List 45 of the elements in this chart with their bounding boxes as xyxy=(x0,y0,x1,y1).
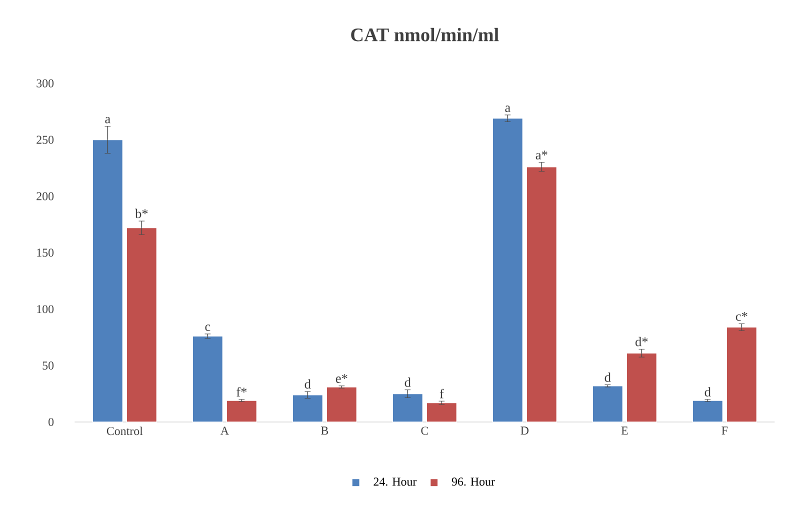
x-tick-label: Control xyxy=(106,426,143,436)
bar xyxy=(626,352,658,422)
legend-label: 24. Hour xyxy=(374,478,417,486)
annotation: a xyxy=(105,116,110,124)
y-tick-label: 0 xyxy=(48,418,54,426)
bar xyxy=(426,402,457,422)
bar xyxy=(326,386,357,422)
y-tick-label: 200 xyxy=(36,192,54,200)
annotation: b* xyxy=(135,208,148,218)
annotation: c xyxy=(205,324,210,332)
y-tick-label: 100 xyxy=(37,305,54,314)
annotation: f* xyxy=(236,387,247,396)
annotation: d xyxy=(704,387,711,396)
y-tick-label: 50 xyxy=(42,362,54,370)
x-tick-label: E xyxy=(621,426,628,435)
bar xyxy=(226,400,257,422)
x-tick-label: C xyxy=(421,426,428,435)
bar xyxy=(692,400,724,422)
bar xyxy=(392,393,423,422)
legend-label: 96. Hour xyxy=(452,478,495,486)
bar xyxy=(726,326,758,422)
bar xyxy=(292,394,323,422)
annotation: a* xyxy=(536,150,548,160)
bar xyxy=(492,118,524,422)
annotation: d xyxy=(304,379,311,389)
y-tick-label: 250 xyxy=(36,136,54,144)
bar xyxy=(126,227,157,422)
x-tick-label: F xyxy=(722,426,728,435)
annotation: d xyxy=(604,372,611,382)
bar xyxy=(526,166,558,422)
bar xyxy=(92,139,123,422)
annotation: c* xyxy=(736,312,748,321)
x-tick-label: A xyxy=(220,426,229,435)
x-tick-label: D xyxy=(520,426,529,435)
y-tick-label: 150 xyxy=(37,248,54,257)
annotation: f xyxy=(440,388,444,398)
annotation: a xyxy=(505,106,510,112)
x-tick-label: B xyxy=(321,426,328,435)
bar xyxy=(192,336,223,422)
bar xyxy=(592,386,624,422)
annotation: d* xyxy=(636,336,648,346)
y-tick-label: 300 xyxy=(36,79,54,88)
annotation: d xyxy=(404,378,411,387)
chart-title: CAT nmol/min/ml xyxy=(351,28,499,42)
annotation: e* xyxy=(336,374,348,383)
